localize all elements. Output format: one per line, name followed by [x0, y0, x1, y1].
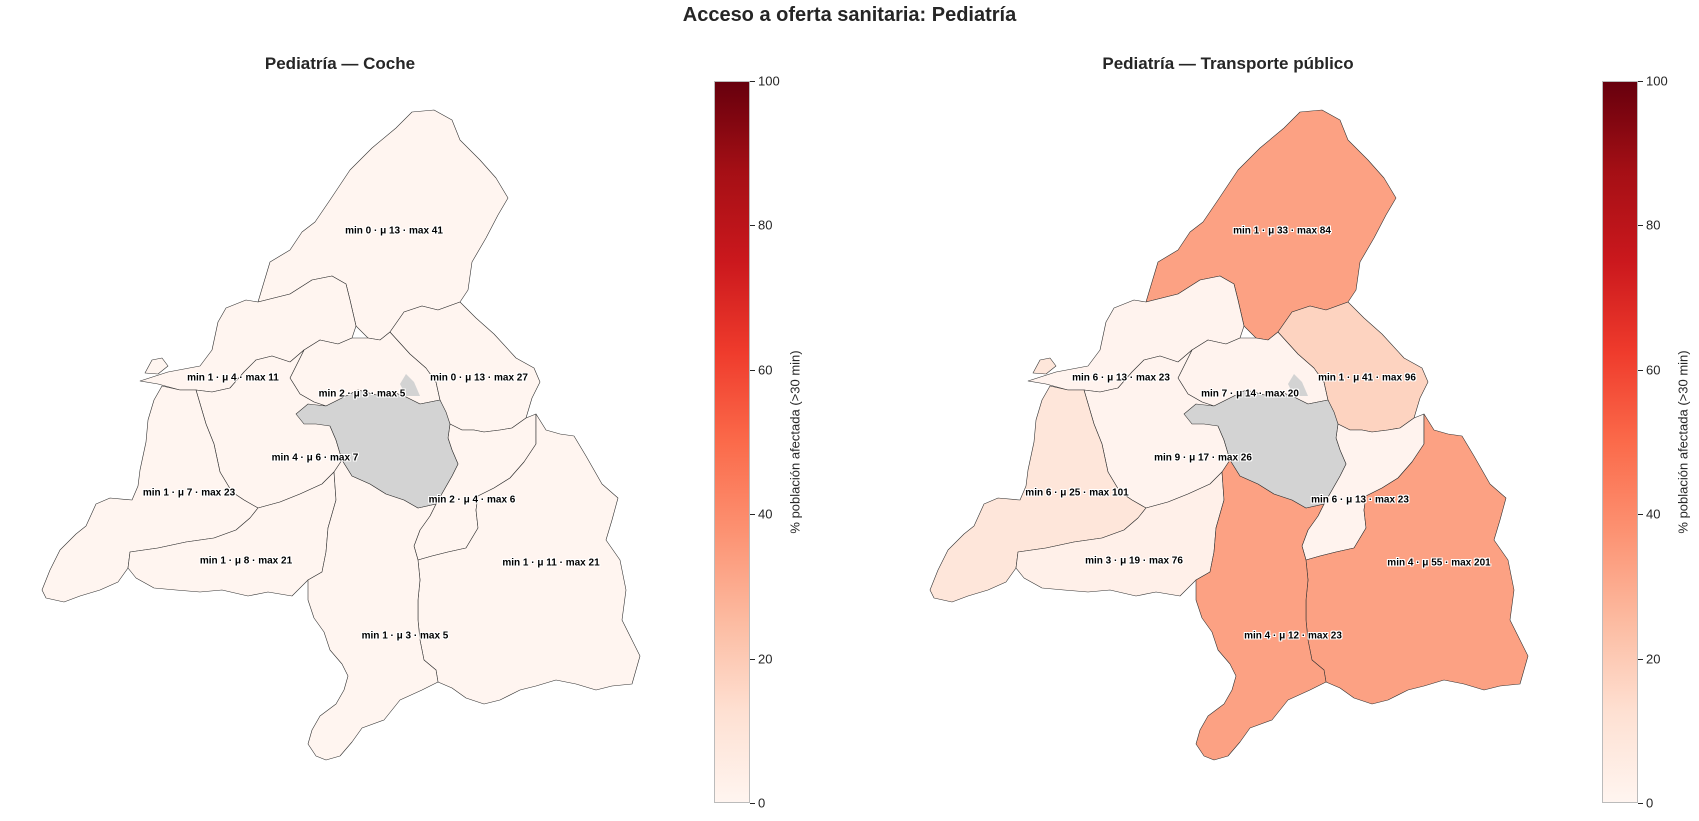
colorbar-tick-label: 100 — [1646, 73, 1668, 89]
region-label-northwest: min 1 · μ 4 · max 11 — [187, 372, 279, 384]
colorbar-tick-mark — [1638, 369, 1643, 371]
panel-title-transit: Pediatría — Transporte público — [1102, 54, 1354, 73]
region-exclave — [144, 357, 169, 375]
colorbar-car — [714, 81, 750, 803]
colorbar-transit — [1602, 81, 1638, 803]
region-label-south: min 4 · μ 12 · max 23 — [1244, 630, 1342, 642]
colorbar-tick-mark — [750, 81, 755, 82]
region-label-northwest: min 6 · μ 13 · max 23 — [1072, 372, 1170, 384]
colorbar-tick-mark — [1638, 803, 1643, 804]
region-capital — [295, 389, 459, 509]
map-regions — [41, 109, 641, 761]
region-label-east: min 6 · μ 13 · max 23 — [1311, 494, 1409, 506]
colorbar-tick-label: 20 — [758, 651, 773, 667]
region-farwest — [41, 385, 259, 603]
region-label-west: min 4 · μ 6 · max 7 — [271, 452, 359, 464]
colorbar-tick-label: 60 — [758, 362, 773, 378]
figure-title: Acceso a oferta sanitaria: Pediatría — [682, 4, 1017, 26]
colorbar-tick-mark — [750, 658, 755, 660]
colorbar-tick-label: 100 — [758, 73, 780, 89]
colorbar-tick-label: 0 — [1646, 795, 1654, 811]
region-label-northeast: min 1 · μ 41 · max 96 — [1318, 372, 1416, 384]
colorbar-tick-mark — [750, 803, 755, 804]
colorbar-tick-label: 40 — [758, 506, 773, 522]
colorbar-tick-mark — [1638, 514, 1643, 516]
region-label-south: min 1 · μ 3 · max 5 — [361, 630, 449, 642]
region-capital-bump — [1288, 374, 1308, 396]
region-label-southeast: min 1 · μ 11 · max 21 — [502, 557, 600, 569]
colorbar-tick-mark — [1638, 225, 1643, 227]
region-label-farwest: min 1 · μ 7 · max 23 — [142, 487, 236, 499]
region-label-southwest: min 1 · μ 8 · max 21 — [199, 555, 293, 567]
colorbar-tick-label: 80 — [1646, 217, 1661, 233]
region-label-northcentral: min 7 · μ 14 · max 20 — [1201, 388, 1299, 400]
region-label-northcentral: min 2 · μ 3 · max 5 — [318, 388, 406, 400]
colorbar-transit-label: % población afectada (>30 min) — [1675, 350, 1691, 534]
region-label-northeast: min 0 · μ 13 · max 27 — [430, 372, 528, 384]
map-regions — [929, 109, 1529, 761]
colorbar-tick-label: 40 — [1646, 506, 1661, 522]
colorbar-tick-label: 20 — [1646, 651, 1661, 667]
colorbar-tick-mark — [1638, 81, 1643, 82]
region-label-east: min 2 · μ 4 · max 6 — [428, 494, 516, 506]
region-label-north: min 1 · μ 33 · max 84 — [1233, 225, 1331, 237]
region-capital — [1183, 389, 1347, 509]
region-label-southeast: min 4 · μ 55 · max 201 — [1387, 557, 1491, 569]
colorbar-tick-mark — [1638, 658, 1643, 660]
region-label-west: min 9 · μ 17 · max 26 — [1154, 452, 1252, 464]
region-label-farwest: min 6 · μ 25 · max 101 — [1025, 487, 1129, 499]
colorbar-tick-label: 0 — [758, 795, 766, 811]
panel-title-car: Pediatría — Coche — [264, 54, 416, 73]
region-farwest — [929, 385, 1147, 603]
colorbar-tick-label: 80 — [758, 217, 773, 233]
colorbar-tick-mark — [750, 514, 755, 516]
colorbar-tick-mark — [750, 369, 755, 371]
region-capital-bump — [400, 374, 420, 396]
colorbar-tick-label: 60 — [1646, 362, 1661, 378]
region-label-north: min 0 · μ 13 · max 41 — [345, 225, 443, 237]
colorbar-car-label: % población afectada (>30 min) — [787, 350, 803, 534]
region-label-southwest: min 3 · μ 19 · max 76 — [1085, 555, 1183, 567]
region-exclave — [1032, 357, 1057, 375]
colorbar-tick-mark — [750, 225, 755, 227]
